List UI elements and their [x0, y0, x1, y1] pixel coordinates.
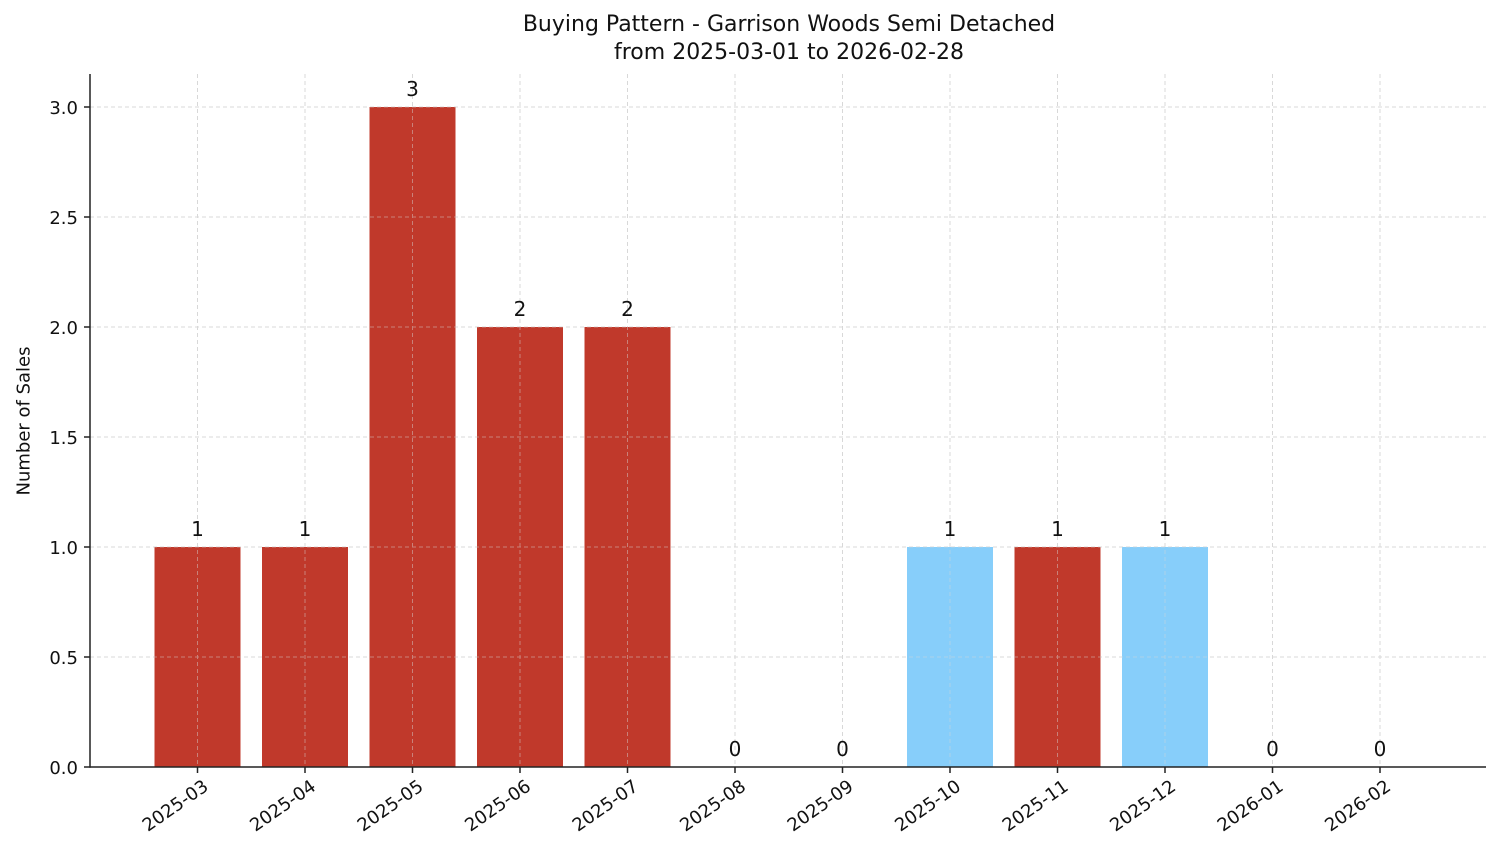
x-tick-label: 2025-07 [569, 776, 643, 836]
grid-lines-overlay [90, 74, 1486, 767]
x-tick-label: 2025-09 [784, 776, 858, 836]
bar-2025-07 [584, 327, 671, 767]
bar-value-label: 0 [1266, 737, 1279, 761]
x-tick-label: 2025-12 [1106, 776, 1180, 836]
bar-value-label: 2 [621, 297, 634, 321]
bar-2025-03 [154, 547, 241, 767]
x-tick-label: 2025-06 [461, 776, 535, 836]
bar-value-label: 1 [944, 517, 957, 541]
bar-2025-12 [1122, 547, 1208, 767]
x-tick-label: 2026-01 [1214, 776, 1288, 836]
x-tick-label: 2025-03 [139, 776, 213, 836]
bar-value-label: 2 [514, 297, 527, 321]
y-tick-label: 0.0 [49, 758, 78, 779]
x-tick-label: 2025-08 [676, 776, 750, 836]
bar-2025-11 [1014, 547, 1101, 767]
data-labels: 1 1 3 2 2 0 0 1 1 1 0 0 [191, 77, 1386, 761]
x-tick-label: 2025-05 [354, 776, 428, 836]
bar-value-label: 1 [299, 517, 312, 541]
y-tick-label: 0.5 [49, 648, 78, 669]
bar-2025-10 [907, 547, 993, 767]
bar-value-label: 1 [1051, 517, 1064, 541]
bar-value-label: 0 [836, 737, 849, 761]
x-tick-label: 2025-10 [891, 776, 965, 836]
bar-2025-06 [477, 327, 563, 767]
bar-2025-05 [369, 107, 456, 767]
bar-value-label: 0 [729, 737, 742, 761]
y-tick-label: 3.0 [49, 98, 78, 119]
y-tick-label: 1.5 [49, 428, 78, 449]
x-tick-label: 2025-04 [246, 776, 320, 836]
bar-value-label: 0 [1374, 737, 1387, 761]
y-tick-label: 2.5 [49, 208, 78, 229]
bar-value-label: 1 [1159, 517, 1172, 541]
bars [154, 107, 1208, 767]
y-tick-label: 1.0 [49, 538, 78, 559]
bar-value-label: 3 [406, 77, 419, 101]
chart-title: Buying Pattern - Garrison Woods Semi Det… [0, 11, 1501, 67]
y-tick-label: 2.0 [49, 318, 78, 339]
chart-title-main: Buying Pattern - Garrison Woods Semi Det… [522, 12, 1056, 37]
chart-subtitle: from 2025-03-01 to 2026-02-28 [614, 40, 964, 65]
x-tick-label: 2026-02 [1321, 776, 1395, 836]
x-tick-label: 2025-11 [999, 776, 1073, 836]
bar-2025-04 [262, 547, 348, 767]
bar-value-label: 1 [191, 517, 204, 541]
